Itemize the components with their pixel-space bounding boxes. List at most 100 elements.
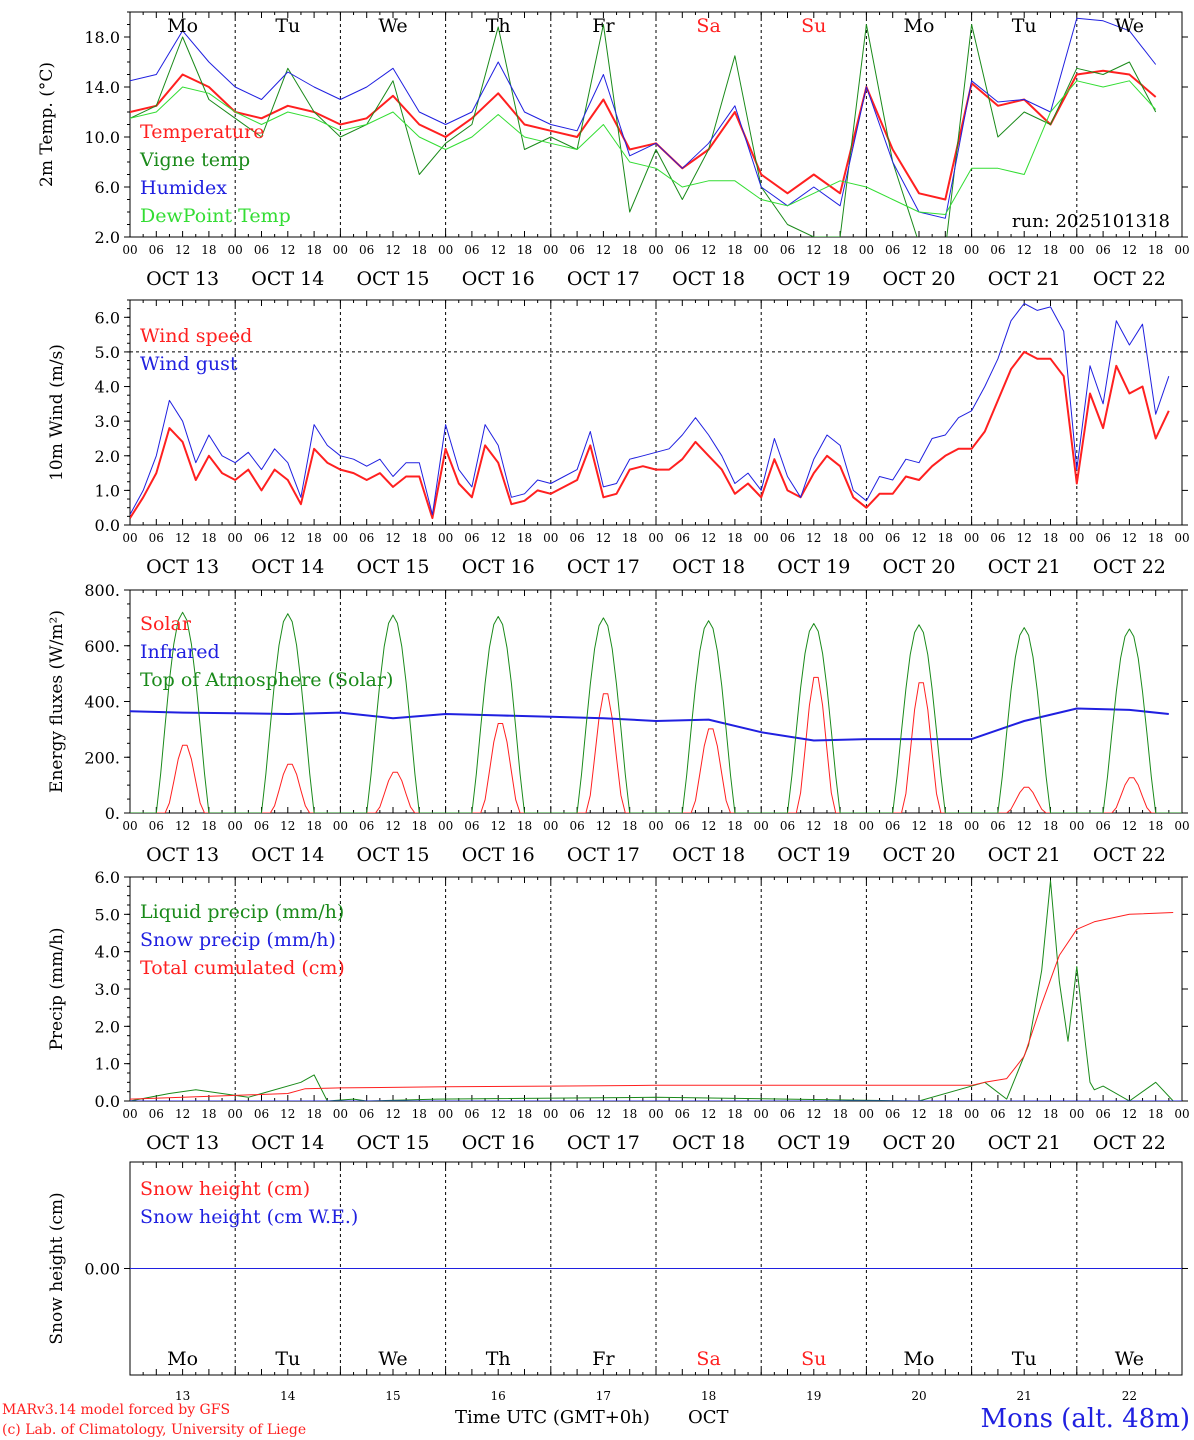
x-tick-label: 18 <box>201 819 216 833</box>
x-tick-label: 12 <box>280 531 295 545</box>
y-tick-label: 4.0 <box>95 378 120 397</box>
x-tick-label: 00 <box>648 1107 663 1121</box>
x-tick-label: 00 <box>122 819 137 833</box>
day-name: We <box>1115 15 1144 37</box>
x-tick-label: 06 <box>464 1107 479 1121</box>
x-tick-label: 18 <box>412 243 427 257</box>
x-tick-label: 00 <box>859 243 874 257</box>
day-name: Tu <box>1012 15 1037 37</box>
date-label: OCT 20 <box>882 1132 955 1154</box>
date-label: OCT 13 <box>146 268 219 290</box>
x-tick-label: 00 <box>1069 531 1084 545</box>
panel-precip: 0.0 1.0 2.0 3.0 4.0 5.0 6.0 Precip (mm/h) 00 06 12… <box>47 868 1190 1154</box>
x-tick-label: 06 <box>149 531 164 545</box>
day-number: 18 <box>701 1389 716 1403</box>
y-tick-label: 4.0 <box>95 943 120 962</box>
x-tick-label: 06 <box>254 1107 269 1121</box>
legend-snow-height-cm-: Snow height (cm) <box>140 1178 310 1200</box>
x-tick-label: 18 <box>306 531 321 545</box>
x-tick-label: 12 <box>385 1107 400 1121</box>
x-tick-label: 06 <box>780 1107 795 1121</box>
y-tick-label: 14.0 <box>84 78 120 97</box>
day-number: 14 <box>280 1389 296 1403</box>
x-tick-label: 12 <box>1017 531 1032 545</box>
x-tick-label: 18 <box>201 531 216 545</box>
credit-line-2: (c) Lab. of Climatology, University of L… <box>2 1422 306 1438</box>
date-label: OCT 15 <box>356 268 429 290</box>
date-label: OCT 22 <box>1093 268 1166 290</box>
x-tick-label: 18 <box>1148 531 1163 545</box>
date-label: OCT 15 <box>356 556 429 578</box>
x-tick-label: 00 <box>1174 531 1189 545</box>
series-humidex <box>130 17 1157 219</box>
y-axis-label: 10m Wind (m/s) <box>47 344 67 481</box>
x-tick-label: 06 <box>885 1107 900 1121</box>
x-tick-label: 18 <box>622 531 637 545</box>
x-tick-label: 06 <box>885 819 900 833</box>
x-tick-label: 00 <box>1069 243 1084 257</box>
x-tick-label: 18 <box>727 531 742 545</box>
x-tick-label: 12 <box>175 531 190 545</box>
panel-frame <box>129 589 1183 814</box>
date-label: OCT 14 <box>251 556 324 578</box>
x-tick-label: 18 <box>622 243 637 257</box>
y-axis-label: Energy fluxes (W/m²) <box>47 610 67 793</box>
x-tick-label: 06 <box>569 531 584 545</box>
x-tick-label: 18 <box>1148 819 1163 833</box>
y-tick-label: 5.0 <box>95 905 120 924</box>
legend-infrared: Infrared <box>140 641 220 663</box>
date-label: OCT 21 <box>988 1132 1061 1154</box>
date-label: OCT 17 <box>567 556 640 578</box>
y-tick-label: 400. <box>84 693 120 712</box>
y-tick-label: 0.00 <box>84 1260 120 1279</box>
xaxis-title: Time UTC (GMT+0h) <box>455 1407 650 1428</box>
date-label: OCT 20 <box>882 556 955 578</box>
x-tick-label: 18 <box>517 1107 532 1121</box>
day-name: Sa <box>696 15 720 37</box>
x-tick-label: 18 <box>622 819 637 833</box>
date-label: OCT 17 <box>567 1132 640 1154</box>
panel-frame <box>129 11 1183 238</box>
y-tick-label: 200. <box>84 748 120 767</box>
date-label: OCT 18 <box>672 1132 745 1154</box>
y-tick-label: 0.0 <box>95 516 120 535</box>
panel-temperature: 2.0 6.0 10.0 14.0 18.0 2m Temp. (°C) 00 06 12 18 0… <box>37 11 1190 290</box>
series-wind-gust <box>130 303 1170 516</box>
x-tick-label: 18 <box>1148 243 1163 257</box>
y-tick-label: 3.0 <box>95 412 120 431</box>
x-tick-label: 12 <box>806 1107 821 1121</box>
x-tick-label: 18 <box>306 1107 321 1121</box>
panels: 2.06.010.014.018.02m Temp. (°C)00 06 12 18 0… <box>37 11 1190 1403</box>
x-tick-label: 12 <box>1122 1107 1137 1121</box>
date-label: OCT 16 <box>462 268 535 290</box>
date-label: OCT 13 <box>146 844 219 866</box>
date-label: OCT 13 <box>146 1132 219 1154</box>
location-label: Mons (alt. 48m) <box>981 1404 1190 1434</box>
legend-solar: Solar <box>140 613 192 635</box>
x-tick-label: 18 <box>938 1107 953 1121</box>
x-tick-label: 18 <box>1043 819 1058 833</box>
x-tick-label: 00 <box>754 243 769 257</box>
x-tick-label: 06 <box>569 1107 584 1121</box>
x-tick-label: 00 <box>228 1107 243 1121</box>
date-label: OCT 17 <box>567 268 640 290</box>
x-tick-label: 06 <box>254 531 269 545</box>
series-top-of-atmosphere-solar- <box>130 611 1182 813</box>
date-label: OCT 22 <box>1093 1132 1166 1154</box>
y-axis-label: Snow height (cm) <box>47 1192 67 1344</box>
x-tick-label: 06 <box>464 531 479 545</box>
x-tick-label: 00 <box>543 1107 558 1121</box>
x-tick-label: 06 <box>885 243 900 257</box>
x-tick-label: 18 <box>306 243 321 257</box>
x-tick-label: 18 <box>1043 1107 1058 1121</box>
x-tick-label: 00 <box>859 819 874 833</box>
x-tick-label: 06 <box>780 243 795 257</box>
x-tick-label: 06 <box>149 243 164 257</box>
day-name: We <box>1115 1348 1144 1370</box>
day-name: Th <box>486 15 511 37</box>
x-tick-label: 06 <box>149 1107 164 1121</box>
x-tick-label: 06 <box>990 531 1005 545</box>
x-tick-label: 18 <box>201 243 216 257</box>
series-wind-speed <box>130 350 1170 520</box>
